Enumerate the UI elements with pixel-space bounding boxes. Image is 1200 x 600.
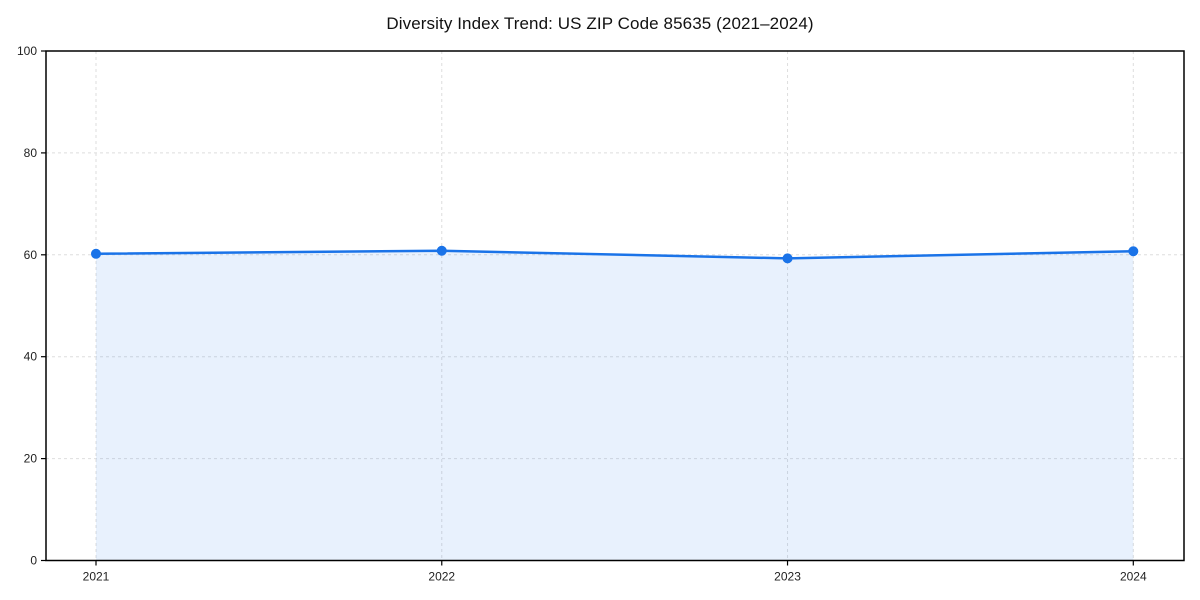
y-tick-label: 60: [24, 248, 38, 262]
trend-line-path: [94, 249, 1135, 260]
trend-line: [94, 249, 1135, 260]
axes: [41, 50, 1185, 566]
plot-border: [45, 50, 1185, 562]
area-fill: [96, 250, 1134, 561]
y-tick-label: 0: [30, 554, 37, 568]
x-tick-label: 2022: [428, 570, 455, 584]
data-point: [91, 248, 101, 259]
x-tick-label: 2023: [774, 570, 801, 584]
tick-labels: 0 20 40 60 80 100 2021 2022 2023 2024: [17, 44, 1147, 584]
x-tick-label: 2024: [1120, 570, 1147, 584]
y-tick-label: 20: [24, 452, 38, 466]
area-fill-path: [96, 250, 1134, 561]
data-points: [91, 245, 1139, 264]
data-point: [782, 253, 793, 264]
data-point: [436, 245, 447, 256]
y-tick-label: 80: [24, 146, 38, 160]
y-tick-label: 100: [17, 44, 37, 58]
data-point: [1128, 246, 1139, 257]
y-tick-label: 40: [24, 350, 38, 364]
chart-title: Diversity Index Trend: US ZIP Code 85635…: [386, 14, 814, 33]
x-tick-label: 2021: [83, 570, 110, 584]
